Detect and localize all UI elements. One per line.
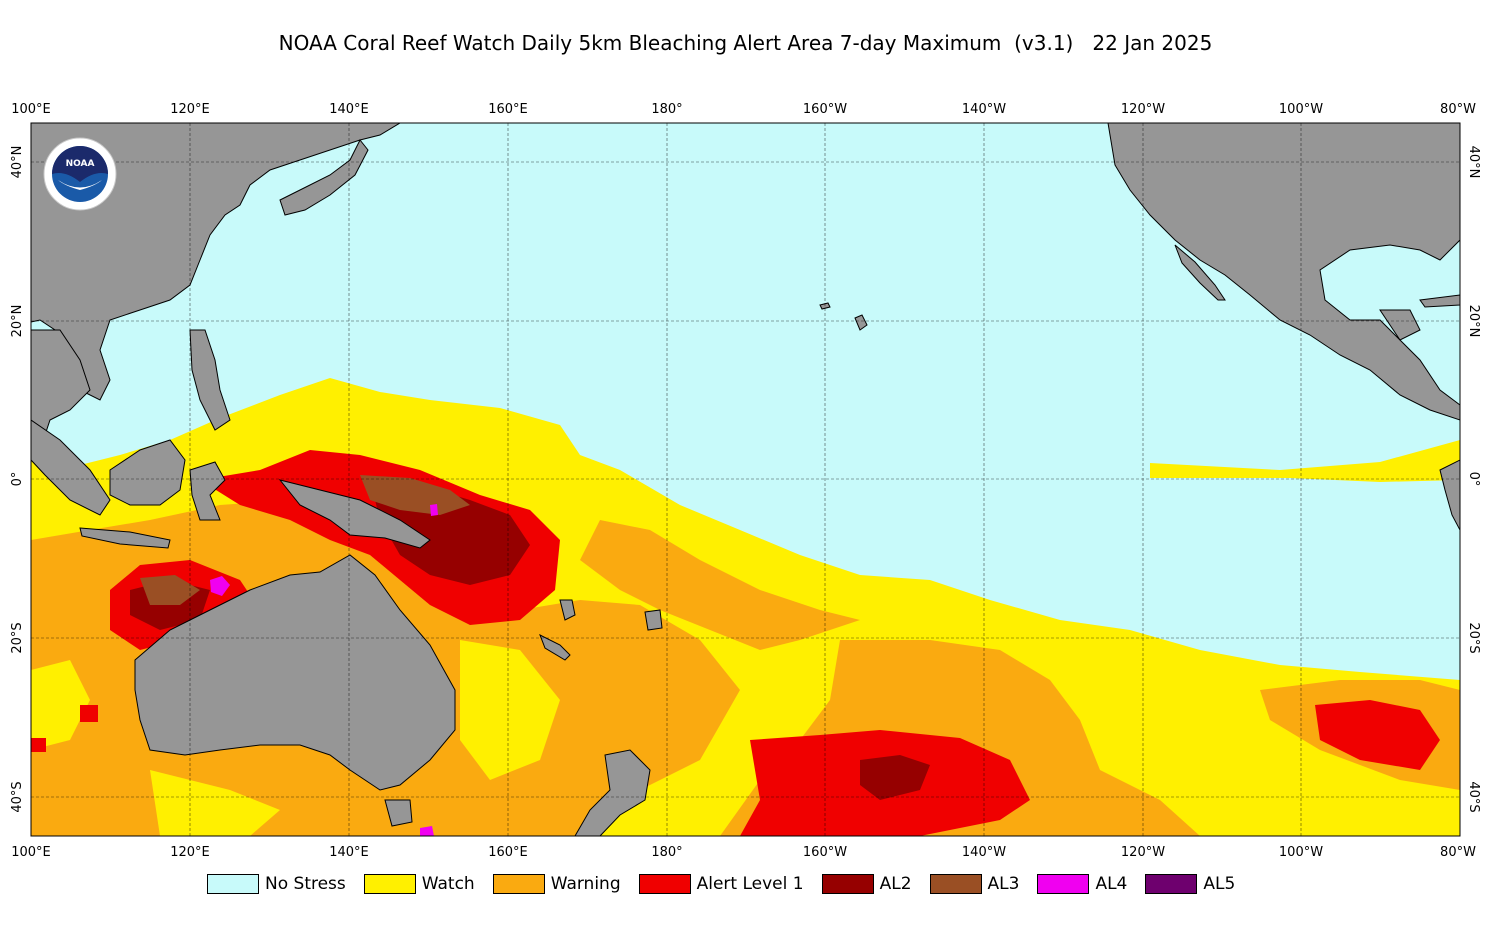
legend-label: Warning bbox=[550, 874, 621, 894]
lat-label-left: 20°N bbox=[10, 305, 25, 338]
lon-label-bottom: 100°W bbox=[1279, 845, 1323, 860]
new-zealand-landmass bbox=[574, 749, 651, 836]
lon-label-top: 80°W bbox=[1440, 102, 1476, 117]
legend-swatch bbox=[1037, 874, 1090, 894]
legend-swatch bbox=[492, 874, 545, 894]
lon-label-bottom: 160°E bbox=[488, 845, 528, 860]
gridlines bbox=[31, 123, 1460, 836]
cuba-landmass bbox=[1419, 294, 1460, 308]
noaa-logo-icon: NOAA bbox=[43, 137, 117, 211]
legend-swatch bbox=[207, 874, 259, 894]
lat-label-left: 40°N bbox=[10, 146, 25, 179]
lon-label-top: 120°W bbox=[1121, 102, 1165, 117]
legend-swatch bbox=[638, 874, 691, 894]
new-guinea-landmass bbox=[278, 479, 431, 549]
borneo-landmass bbox=[109, 439, 186, 506]
top-longitude-labels: 100°E 120°E 140°E 160°E 180° 160°W 140°W… bbox=[11, 102, 1476, 117]
legend-item-alert-level-1: Alert Level 1 bbox=[638, 874, 804, 894]
tasmania-landmass bbox=[384, 799, 413, 827]
sumatra-landmass bbox=[31, 419, 111, 516]
lat-label-right: 40°S bbox=[1466, 781, 1481, 812]
legend-swatch bbox=[1145, 874, 1198, 894]
lon-label-bottom: 120°W bbox=[1121, 845, 1165, 860]
legend-swatch bbox=[363, 874, 416, 894]
central-america-landmass bbox=[1379, 309, 1421, 341]
lon-label-top: 100°W bbox=[1279, 102, 1323, 117]
legend-item-al2: AL2 bbox=[821, 874, 912, 894]
legend-label: AL4 bbox=[1095, 874, 1128, 894]
legend-label: AL2 bbox=[879, 874, 912, 894]
sulawesi-landmass bbox=[189, 461, 226, 521]
legend-swatch bbox=[821, 874, 874, 894]
lon-label-top: 100°E bbox=[11, 102, 51, 117]
legend-label: Watch bbox=[421, 874, 475, 894]
lon-label-bottom: 100°E bbox=[11, 845, 51, 860]
australia-landmass bbox=[134, 554, 456, 791]
map-frame bbox=[30, 122, 1461, 837]
map-title: NOAA Coral Reef Watch Daily 5km Bleachin… bbox=[278, 31, 1213, 55]
legend-item-warning: Warning bbox=[492, 874, 621, 894]
lon-label-top: 160°E bbox=[488, 102, 528, 117]
left-latitude-labels: 40°N 20°N 0° 20°S 40°S bbox=[10, 146, 25, 813]
legend-label: AL3 bbox=[987, 874, 1020, 894]
lat-label-right: 40°N bbox=[1466, 146, 1481, 179]
philippines-landmass bbox=[189, 329, 231, 431]
lon-label-top: 120°E bbox=[170, 102, 210, 117]
legend-item-al3: AL3 bbox=[929, 874, 1020, 894]
watch-patches bbox=[31, 640, 560, 836]
south-america-landmass bbox=[1439, 459, 1460, 531]
lon-label-top: 160°W bbox=[803, 102, 847, 117]
bottom-longitude-labels: 100°E 120°E 140°E 160°E 180° 160°W 140°W… bbox=[11, 845, 1476, 860]
lon-label-top: 140°W bbox=[962, 102, 1006, 117]
lat-label-left: 0° bbox=[10, 472, 25, 487]
lon-label-top: 140°E bbox=[329, 102, 369, 117]
north-america-landmass bbox=[1107, 123, 1460, 421]
legend-item-watch: Watch bbox=[363, 874, 475, 894]
lat-label-left: 20°S bbox=[10, 622, 25, 653]
lon-label-bottom: 180° bbox=[651, 845, 682, 860]
japan-landmass bbox=[279, 139, 369, 216]
legend-swatch bbox=[929, 874, 982, 894]
lat-label-right: 0° bbox=[1466, 472, 1481, 487]
lon-label-bottom: 80°W bbox=[1440, 845, 1476, 860]
noaa-logo-text: NOAA bbox=[66, 159, 95, 169]
lon-label-bottom: 140°W bbox=[962, 845, 1006, 860]
alert-level-3-zone bbox=[140, 475, 470, 605]
java-landmass bbox=[79, 527, 171, 549]
legend: No Stress Watch Warning Alert Level 1 AL… bbox=[207, 872, 1253, 896]
legend-item-no-stress: No Stress bbox=[207, 874, 346, 894]
lat-label-left: 40°S bbox=[10, 781, 25, 812]
alert-level-4-zone bbox=[210, 504, 438, 836]
legend-label: AL5 bbox=[1203, 874, 1236, 894]
hawaii-landmass bbox=[854, 314, 868, 331]
lon-label-bottom: 140°E bbox=[329, 845, 369, 860]
lon-label-top: 180° bbox=[651, 102, 682, 117]
baja-california-landmass bbox=[1174, 244, 1226, 301]
legend-item-al5: AL5 bbox=[1145, 874, 1235, 894]
lat-label-right: 20°N bbox=[1466, 305, 1481, 338]
legend-item-al4: AL4 bbox=[1037, 874, 1127, 894]
lat-label-right: 20°S bbox=[1466, 622, 1481, 653]
lon-label-bottom: 120°E bbox=[170, 845, 210, 860]
land-masses bbox=[31, 123, 1460, 836]
lon-label-bottom: 160°W bbox=[803, 845, 847, 860]
right-latitude-labels: 40°N 20°N 0° 20°S 40°S bbox=[1466, 146, 1481, 813]
legend-label: No Stress bbox=[265, 874, 346, 894]
legend-label: Alert Level 1 bbox=[696, 874, 804, 894]
